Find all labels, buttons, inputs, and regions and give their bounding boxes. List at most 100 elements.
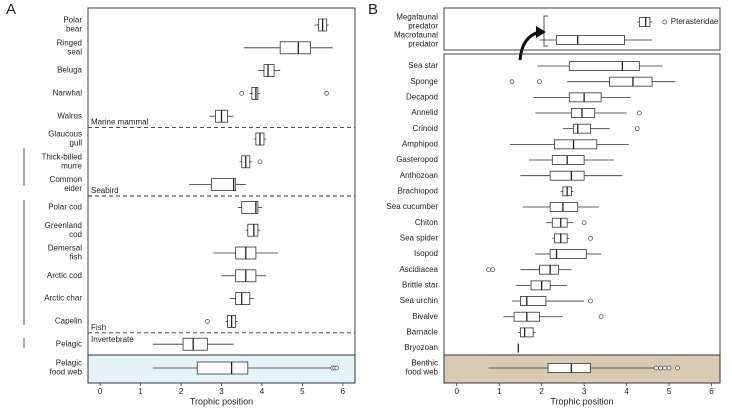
x-tick-label: 0	[98, 387, 103, 396]
section-label: Marine mammal	[91, 118, 149, 127]
section-label: Fish	[91, 323, 106, 332]
row-label: Brittle star	[402, 280, 438, 289]
x-tick-label: 5	[667, 387, 672, 396]
row-label: Beluga	[57, 66, 82, 75]
outlier	[598, 314, 604, 320]
box	[568, 61, 640, 71]
row-label: murre	[61, 161, 82, 170]
box	[570, 108, 596, 118]
box	[573, 123, 591, 134]
row-label: Polar cod	[48, 203, 82, 212]
x-tick-label: 6	[341, 387, 346, 396]
row-label: Annelid	[411, 108, 438, 117]
row-label: Pelagic	[56, 339, 82, 348]
row-label: Walrus	[57, 111, 82, 120]
row-label: Chiton	[415, 218, 438, 227]
outlier	[490, 267, 496, 273]
box	[530, 280, 551, 291]
box	[241, 200, 259, 214]
box	[235, 292, 251, 306]
outlier	[653, 365, 659, 371]
panel-label: A	[6, 1, 16, 18]
outlier	[581, 220, 587, 226]
outlier	[204, 319, 210, 324]
x-axis-title: Trophic position	[190, 396, 253, 406]
x-tick-label: 1	[138, 387, 143, 396]
box	[263, 64, 275, 77]
row-label: Common	[50, 175, 82, 184]
x-tick-label: 4	[624, 387, 629, 396]
box	[520, 296, 547, 306]
row-label: fish	[70, 253, 82, 262]
outlier	[662, 19, 668, 25]
panel-label: B	[368, 1, 378, 18]
x-tick-label: 0	[455, 387, 460, 396]
row-label: Capelin	[55, 317, 82, 326]
row-label: Bryozoan	[404, 343, 438, 352]
row-label: Sea star	[408, 61, 438, 70]
row-label: Macrofaunal	[394, 31, 438, 40]
outlier	[334, 365, 340, 371]
box	[551, 217, 568, 228]
x-tick-label: 5	[300, 387, 305, 396]
outlier	[666, 365, 672, 371]
row-label: gull	[70, 139, 83, 148]
x-tick-label: 6	[709, 387, 714, 396]
row-label: Decapod	[406, 92, 438, 101]
row-label: Ringed	[57, 38, 82, 47]
box	[549, 249, 587, 259]
decor	[23, 15, 548, 348]
row-label: Narwhal	[53, 89, 83, 98]
row-label: Brachiopod	[398, 186, 438, 195]
row-label: predator	[408, 40, 438, 49]
outlier	[675, 365, 680, 371]
arrow-head	[536, 26, 546, 38]
row-label: bear	[66, 25, 82, 34]
row-label: Amphipod	[402, 139, 438, 148]
row-label: Anthozoan	[400, 171, 438, 180]
row-label: Benthic	[411, 359, 438, 368]
box	[556, 35, 625, 45]
box	[196, 361, 249, 375]
box	[539, 264, 560, 275]
section-label: Seabird	[91, 186, 119, 195]
x-tick-label: 2	[539, 387, 544, 396]
row-label: Pelagic	[56, 359, 82, 368]
box	[251, 87, 259, 100]
box	[247, 223, 259, 237]
row-label: Arctic char	[44, 294, 82, 303]
box	[638, 17, 651, 27]
x-tick-label: 3	[582, 387, 587, 396]
box	[549, 170, 585, 181]
box	[549, 202, 579, 212]
row-label: food web	[406, 368, 439, 377]
row-label: Demersal	[48, 244, 82, 253]
outlier	[486, 267, 491, 273]
row-label: food web	[50, 368, 83, 377]
box	[568, 92, 602, 103]
outlier	[257, 159, 263, 165]
outlier	[588, 236, 593, 241]
row-label: Crinoid	[413, 124, 438, 133]
x-tick-label: 4	[260, 387, 265, 396]
outlier	[239, 91, 245, 96]
outlier	[634, 126, 640, 132]
row-label: Sea cucumber	[386, 202, 438, 211]
row-label: Polar	[63, 16, 82, 25]
box	[547, 363, 591, 373]
row-label: eider	[64, 184, 82, 193]
row-label: cod	[69, 230, 82, 239]
row-label: Isopod	[414, 249, 438, 258]
box	[609, 76, 653, 87]
box	[554, 139, 598, 150]
x-axis-title: Trophic position	[550, 396, 613, 406]
row-label: Barnacle	[406, 327, 438, 336]
row-label: predator	[408, 22, 438, 31]
row-label: Sea urchin	[400, 296, 438, 305]
frame	[443, 7, 721, 51]
annotation: Pterasteridae	[671, 17, 719, 26]
row-label: Sea spider	[400, 233, 439, 242]
row-label: Greenland	[45, 221, 82, 230]
x-tick-label: 2	[179, 387, 184, 396]
bracket	[543, 15, 548, 47]
